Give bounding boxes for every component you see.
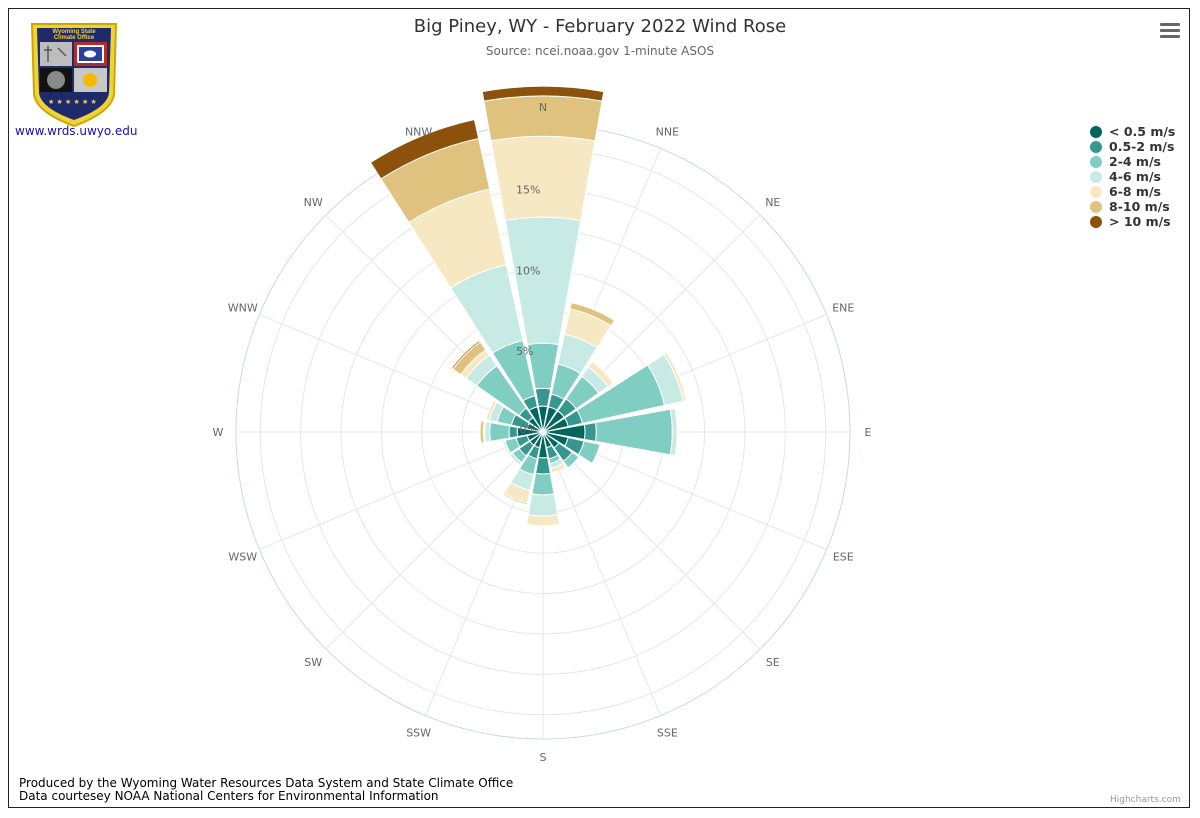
wind-rose-bar-segment[interactable] xyxy=(369,118,480,180)
direction-label: WSW xyxy=(228,550,257,563)
legend-item[interactable]: < 0.5 m/s xyxy=(1088,124,1175,139)
wind-rose-bar-segment[interactable] xyxy=(550,462,567,474)
direction-label: SW xyxy=(304,656,322,669)
direction-label: WNW xyxy=(228,302,258,315)
highcharts-credit-link[interactable]: Highcharts.com xyxy=(1110,795,1181,805)
legend-symbol xyxy=(1090,170,1102,183)
direction-label: NW xyxy=(304,196,323,209)
direction-label: SE xyxy=(766,656,780,669)
radial-tick-label: 10% xyxy=(516,264,540,277)
chart-title: Big Piney, WY - February 2022 Wind Rose xyxy=(413,16,787,37)
grid-spoke xyxy=(542,431,661,716)
direction-label: NNE xyxy=(656,126,679,139)
grid-spoke xyxy=(325,431,544,650)
legend-label: 8-10 m/s xyxy=(1109,199,1170,214)
direction-label: SSW xyxy=(406,726,431,739)
wind-rose-bar-segment[interactable] xyxy=(577,440,601,465)
grid-spoke xyxy=(542,431,761,650)
logo-text-line2: Climate Office xyxy=(54,35,95,41)
legend-label: 6-8 m/s xyxy=(1109,184,1161,199)
legend-symbol xyxy=(1090,185,1102,198)
wind-rose-bar-segment[interactable] xyxy=(525,514,561,527)
direction-label: ENE xyxy=(832,302,854,315)
direction-label: NE xyxy=(765,196,780,209)
wind-rose-bar-segment[interactable] xyxy=(481,85,605,102)
wind-rose-bar-segment[interactable] xyxy=(583,422,597,442)
wind-rose-bar-segment[interactable] xyxy=(508,425,519,439)
chart-context-menu-button[interactable] xyxy=(1158,20,1182,42)
wind-rose-bar-segment[interactable] xyxy=(569,301,616,327)
grid-spoke xyxy=(259,431,544,550)
wrds-website-link[interactable]: www.wrds.uwyo.edu xyxy=(15,124,138,138)
chart-subtitle: Source: ncei.noaa.gov 1-minute ASOS xyxy=(485,44,715,58)
direction-label: S xyxy=(540,751,547,764)
legend-symbol xyxy=(1090,215,1102,228)
radial-tick-label: 15% xyxy=(516,184,540,197)
wind-rose-bar-segment[interactable] xyxy=(489,422,511,442)
legend-symbol xyxy=(1090,125,1102,138)
wind-rose-bar-segment[interactable] xyxy=(562,451,580,469)
svg-text:★ ★ ★ ★ ★ ★: ★ ★ ★ ★ ★ ★ xyxy=(48,98,97,106)
legend-item[interactable]: 6-8 m/s xyxy=(1088,184,1175,199)
legend-item[interactable]: 0.5-2 m/s xyxy=(1088,139,1175,154)
chart-legend: < 0.5 m/s 0.5-2 m/s 2-4 m/s 4-6 m/s 6-8 m/s 8… xyxy=(1088,124,1175,229)
footer-credits: Produced by the Wyoming Water Resources … xyxy=(19,777,513,803)
wind-rose-bar-segment[interactable] xyxy=(535,456,551,475)
legend-label: 0.5-2 m/s xyxy=(1109,139,1175,154)
footer-line-2: Data courtesey NOAA National Centers for… xyxy=(19,789,439,803)
wind-rose-bar-segment[interactable] xyxy=(527,493,559,517)
logo-text-line1: Wyoming State xyxy=(52,29,96,35)
radial-tick-labels: 0% 5% 10% 15% xyxy=(516,184,540,436)
wind-rose-bar-segment[interactable] xyxy=(490,135,596,222)
direction-label: W xyxy=(213,426,224,439)
climate-office-logo: ★ ★ ★ ★ ★ ★ Wyoming State Climate Office xyxy=(30,23,118,128)
wind-rose-bar-segment[interactable] xyxy=(669,407,678,457)
direction-label: ESE xyxy=(833,550,854,563)
radial-tick-label: 5% xyxy=(516,345,533,358)
direction-label: SSE xyxy=(657,726,678,739)
wind-rose-bar-segment[interactable] xyxy=(450,339,481,370)
wind-rose-bars xyxy=(369,85,688,527)
wind-rose-bar-segment[interactable] xyxy=(485,399,498,421)
legend-item[interactable]: 4-6 m/s xyxy=(1088,169,1175,184)
wind-rose-bar-segment[interactable] xyxy=(509,452,523,466)
wind-rose-bar-segment[interactable] xyxy=(479,420,485,444)
legend-label: 4-6 m/s xyxy=(1109,169,1161,184)
legend-item[interactable]: > 10 m/s xyxy=(1088,214,1175,229)
legend-item[interactable]: 8-10 m/s xyxy=(1088,199,1175,214)
legend-symbol xyxy=(1090,140,1102,153)
wind-rose-bar-segment[interactable] xyxy=(502,492,529,506)
footer-line-1: Produced by the Wyoming Water Resources … xyxy=(19,776,514,790)
radial-tick-label: 0% xyxy=(520,423,537,436)
legend-label: < 0.5 m/s xyxy=(1109,124,1176,139)
hamburger-menu-icon xyxy=(1160,23,1180,26)
direction-labels: N NNE NE ENE E ESE SE SSE S SSW SW WSW W WNW NW NNW xyxy=(213,101,872,764)
legend-symbol xyxy=(1090,200,1102,213)
direction-label: NNW xyxy=(405,126,432,139)
direction-label: E xyxy=(865,426,872,439)
legend-label: > 10 m/s xyxy=(1109,214,1171,229)
wind-rose-bar-segment[interactable] xyxy=(531,472,555,496)
wind-rose-bar-segment[interactable] xyxy=(587,361,614,388)
polar-grid xyxy=(235,124,851,740)
direction-label: N xyxy=(539,101,547,114)
wind-rose-bar-segment[interactable] xyxy=(663,352,688,402)
legend-item[interactable]: 2-4 m/s xyxy=(1088,154,1175,169)
wind-rose-bar-segment[interactable] xyxy=(534,387,552,408)
wind-rose-bar-segment[interactable] xyxy=(504,437,521,454)
legend-symbol xyxy=(1090,155,1102,168)
legend-label: 2-4 m/s xyxy=(1109,154,1161,169)
